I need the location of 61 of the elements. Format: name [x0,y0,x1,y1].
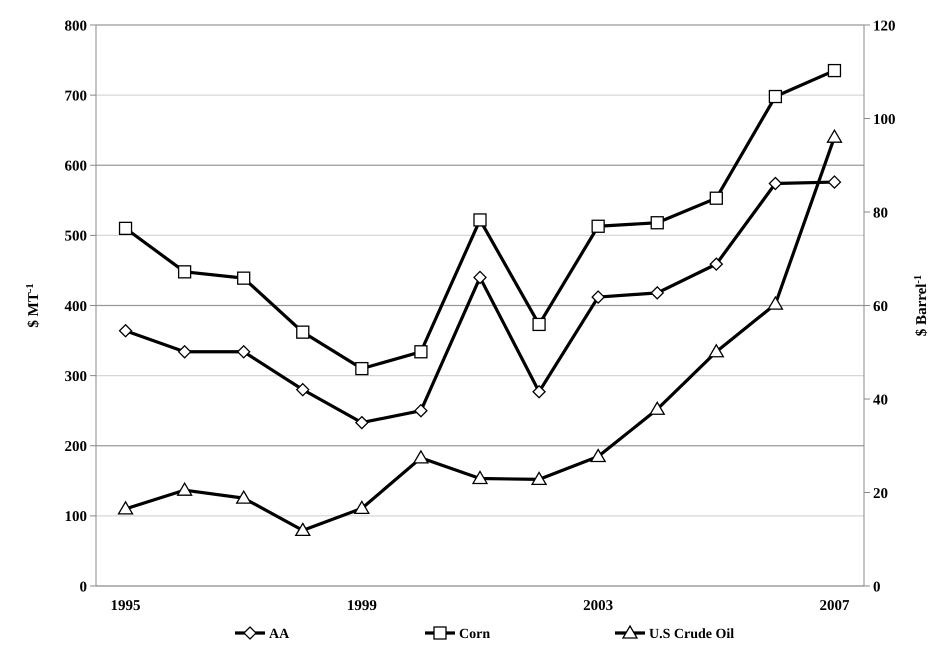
y2-tick-label: 40 [873,392,888,408]
point [590,448,606,462]
point [296,383,310,396]
legend-label: Corn [459,627,490,642]
y2-tick-label: 120 [873,18,896,34]
y2-tick-label: 20 [873,486,888,502]
y2-tick-label: 100 [873,112,896,128]
point [355,416,368,430]
legend-label: AA [269,627,290,642]
point [710,192,723,205]
point [414,404,428,418]
y-tick-label: 700 [64,88,87,104]
point [592,290,605,304]
point [355,362,368,376]
point [532,318,546,332]
y-tick-label: 600 [64,158,87,174]
point [237,345,250,358]
y-tick-label: 800 [64,18,87,34]
point [295,522,310,536]
point [237,272,250,285]
point [413,450,429,464]
point [178,345,192,358]
y-tick-label: 0 [80,579,87,596]
point [176,482,192,496]
y-tick-label: 500 [64,228,87,245]
point [473,270,487,284]
point [118,222,132,236]
point [178,265,192,278]
point [354,500,370,514]
point [118,501,134,515]
point [768,90,782,104]
point [650,402,665,415]
y-tick-label: 400 [64,298,87,315]
y-tick-label: 200 [64,439,87,455]
point [768,176,782,190]
x-tick-label: 1995 [110,598,141,614]
y-tick-label: 300 [64,368,87,385]
x-tick-label: 2007 [819,598,850,614]
point [708,344,724,358]
point [828,64,842,78]
legend-label: U.S Crude Oil [649,627,734,642]
point [532,385,546,398]
y2-tick-label: 60 [873,298,888,315]
point [592,220,605,233]
y2-tick-label: 0 [873,579,880,596]
point [473,213,487,227]
x-tick-label: 1999 [346,598,377,614]
point [118,324,132,338]
point [531,472,547,486]
x-tick-label: 2003 [583,598,614,614]
point [650,286,664,300]
y2-tick-label: 80 [873,205,888,222]
y-tick-label: 100 [64,509,87,526]
point [826,130,842,143]
point [768,296,784,310]
point [650,216,664,230]
point [710,257,723,271]
point [296,325,310,339]
point [236,490,252,504]
point [472,470,488,484]
point [414,345,428,358]
